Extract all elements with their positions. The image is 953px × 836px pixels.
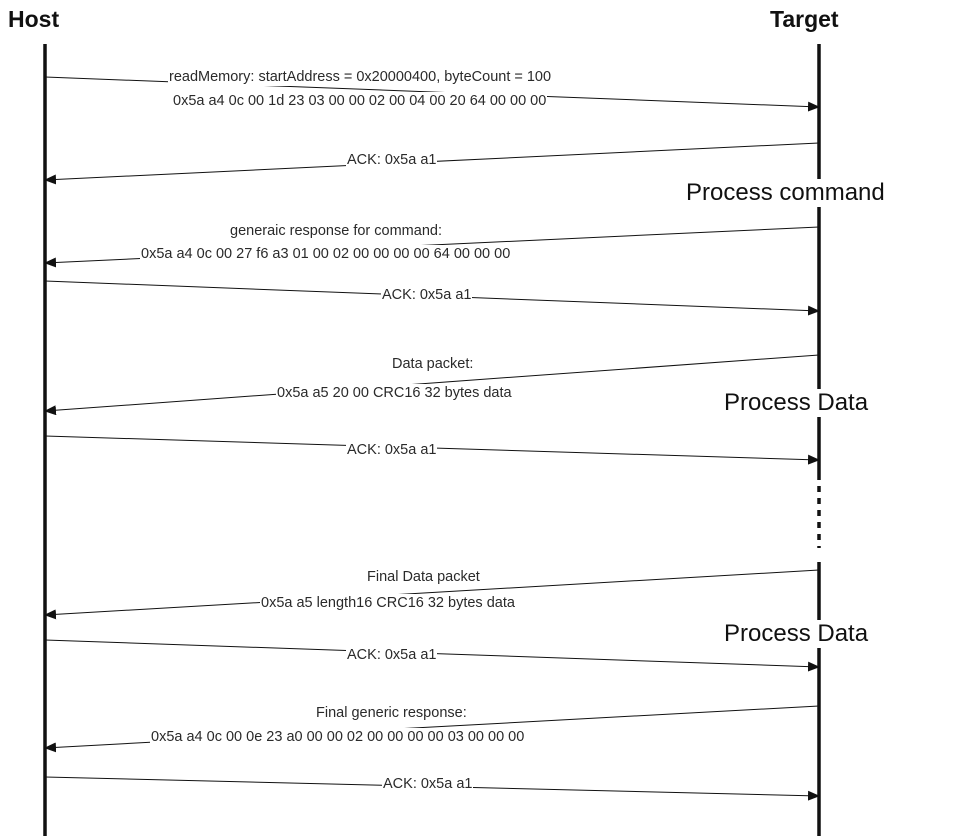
message-3-line-1: generaic response for command: [229, 222, 443, 240]
message-7-arrow [44, 569, 820, 620]
process-data-note-2: Process Data [722, 620, 871, 648]
target-title: Target [770, 6, 839, 32]
message-5-line-2: 0x5a a5 20 00 CRC16 32 bytes data [276, 384, 513, 402]
message-2-label: ACK: 0x5a a1 [346, 151, 438, 169]
message-5-line-1: Data packet: [391, 355, 475, 373]
host-title: Host [8, 6, 60, 32]
message-7-line-2: 0x5a a5 length16 CRC16 32 bytes data [260, 594, 516, 612]
process-data-note-1: Process Data [722, 389, 871, 417]
message-1-line-1: readMemory: startAddress = 0x20000400, b… [168, 68, 553, 86]
message-7-line-1: Final Data packet [366, 568, 481, 586]
message-6-label: ACK: 0x5a a1 [346, 441, 438, 459]
message-5-arrow [44, 354, 820, 416]
message-8-label: ACK: 0x5a a1 [346, 646, 438, 664]
message-9-line-1: Final generic response: [315, 704, 468, 722]
message-3-line-2: 0x5a a4 0c 00 27 f6 a3 01 00 02 00 00 00… [140, 245, 512, 263]
process-command-note: Process command [684, 179, 887, 207]
message-1-line-2: 0x5a a4 0c 00 1d 23 03 00 00 02 00 04 00… [172, 92, 548, 110]
message-9-line-2: 0x5a a4 0c 00 0e 23 a0 00 00 02 00 00 00… [150, 728, 526, 746]
message-4-label: ACK: 0x5a a1 [381, 286, 473, 304]
message-10-label: ACK: 0x5a a1 [382, 775, 474, 793]
